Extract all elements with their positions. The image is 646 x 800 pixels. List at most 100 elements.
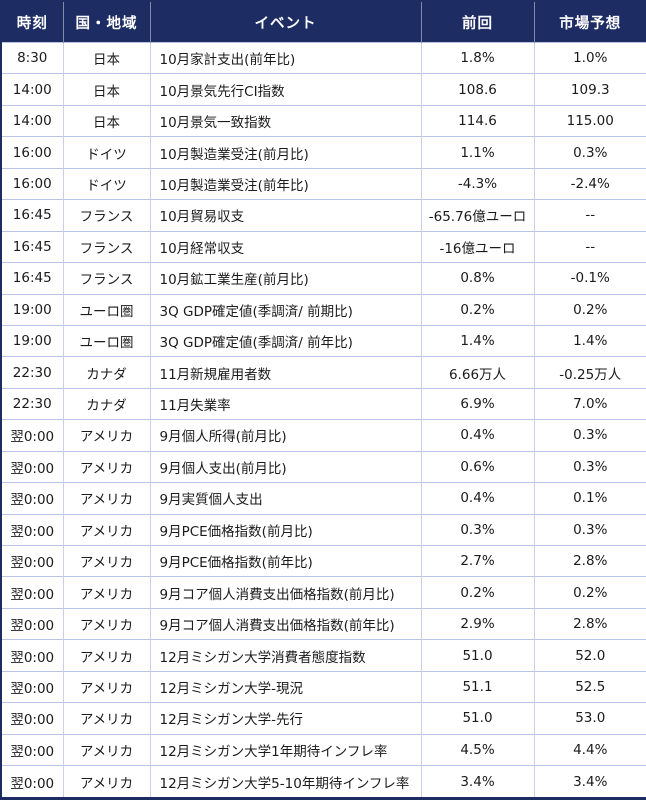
table-row: 翌0:00 アメリカ 9月個人支出(前月比) 0.6% 0.3% (1, 450, 646, 483)
table-row: 翌0:00 アメリカ 9月実質個人支出 0.4% 0.1% (1, 482, 646, 515)
cell-forecast: -0.1% (533, 262, 646, 294)
cell-previous: 51.0 (420, 702, 534, 735)
cell-time: 19:00 (1, 293, 63, 326)
table-row: 19:00 ユーロ圏 3Q GDP確定値(季調済/ 前期比) 0.2% 0.2% (1, 293, 646, 326)
cell-forecast: 7.0% (533, 387, 646, 420)
cell-forecast: 0.3% (533, 419, 646, 452)
cell-region: アメリカ (62, 733, 150, 766)
cell-region: フランス (62, 230, 150, 263)
cell-forecast: 4.4% (533, 733, 646, 766)
cell-time: 翌0:00 (1, 544, 63, 577)
cell-previous: 0.2% (420, 293, 534, 326)
cell-time: 翌0:00 (1, 702, 63, 735)
cell-region: アメリカ (62, 765, 150, 799)
cell-forecast: 0.3% (533, 513, 646, 546)
cell-previous: 4.5% (420, 733, 534, 766)
cell-region: カナダ (62, 387, 150, 420)
cell-event: 3Q GDP確定値(季調済/ 前年比) (149, 324, 421, 357)
cell-event: 10月製造業受注(前年比) (149, 167, 421, 200)
cell-region: アメリカ (62, 450, 150, 483)
header-cell-event: イベント (149, 1, 421, 43)
cell-event: 10月鉱工業生産(前月比) (149, 262, 421, 294)
table-row: 19:00 ユーロ圏 3Q GDP確定値(季調済/ 前年比) 1.4% 1.4% (1, 324, 646, 357)
cell-previous: 1.1% (420, 136, 534, 169)
cell-event: 10月景気先行CI指数 (149, 73, 421, 106)
cell-previous: 108.6 (420, 73, 534, 106)
cell-region: フランス (62, 262, 150, 294)
table-row: 14:00 日本 10月景気一致指数 114.6 115.00 (1, 104, 646, 137)
cell-forecast: -- (533, 230, 646, 263)
cell-forecast: 0.2% (533, 293, 646, 326)
cell-region: 日本 (62, 41, 150, 74)
cell-forecast: 2.8% (533, 544, 646, 577)
table-row: 翌0:00 アメリカ 12月ミシガン大学-先行 51.0 53.0 (1, 702, 646, 735)
cell-previous: 0.2% (420, 576, 534, 609)
table-row: 16:45 フランス 10月鉱工業生産(前月比) 0.8% -0.1% (1, 262, 646, 294)
cell-time: 翌0:00 (1, 765, 63, 799)
cell-time: 翌0:00 (1, 482, 63, 515)
table-row: 翌0:00 アメリカ 9月コア個人消費支出価格指数(前月比) 0.2% 0.2% (1, 576, 646, 609)
cell-time: 16:00 (1, 136, 63, 169)
cell-event: 10月家計支出(前年比) (149, 41, 421, 74)
cell-forecast: 3.4% (533, 765, 646, 799)
table-row: 翌0:00 アメリカ 12月ミシガン大学5-10年期待インフレ率 3.4% 3.4% (1, 765, 646, 799)
table-body: 8:30 日本 10月家計支出(前年比) 1.8% 1.0% 14:00 日本 10月景気先行… (1, 41, 646, 799)
header-cell-region: 国・地域 (62, 1, 150, 43)
cell-region: アメリカ (62, 544, 150, 577)
cell-region: ユーロ圏 (62, 293, 150, 326)
cell-region: アメリカ (62, 670, 150, 703)
cell-region: ドイツ (62, 136, 150, 169)
cell-event: 11月失業率 (149, 387, 421, 420)
table-row: 22:30 カナダ 11月失業率 6.9% 7.0% (1, 387, 646, 420)
cell-time: 16:45 (1, 199, 63, 232)
cell-time: 14:00 (1, 104, 63, 137)
cell-event: 9月PCE価格指数(前月比) (149, 513, 421, 546)
cell-forecast: 0.3% (533, 450, 646, 483)
header-cell-time: 時刻 (1, 1, 63, 43)
cell-time: 16:00 (1, 167, 63, 200)
cell-event: 10月製造業受注(前月比) (149, 136, 421, 169)
cell-previous: 6.9% (420, 387, 534, 420)
table-row: 翌0:00 アメリカ 12月ミシガン大学1年期待インフレ率 4.5% 4.4% (1, 733, 646, 766)
cell-forecast: 1.0% (533, 41, 646, 74)
cell-event: 9月PCE価格指数(前年比) (149, 544, 421, 577)
table-row: 翌0:00 アメリカ 12月ミシガン大学-現況 51.1 52.5 (1, 670, 646, 703)
cell-time: 22:30 (1, 387, 63, 420)
cell-previous: 114.6 (420, 104, 534, 137)
cell-region: アメリカ (62, 702, 150, 735)
cell-time: 8:30 (1, 41, 63, 74)
cell-forecast: 109.3 (533, 73, 646, 106)
cell-previous: -16億ユーロ (420, 230, 534, 263)
cell-region: アメリカ (62, 419, 150, 452)
table-header: 時刻 国・地域 イベント 前回 市場予想 (1, 1, 646, 43)
cell-forecast: 2.8% (533, 607, 646, 640)
cell-event: 12月ミシガン大学1年期待インフレ率 (149, 733, 421, 766)
cell-time: 翌0:00 (1, 450, 63, 483)
cell-region: カナダ (62, 356, 150, 389)
cell-event: 10月経常収支 (149, 230, 421, 263)
cell-event: 9月個人所得(前月比) (149, 419, 421, 452)
header-cell-previous: 前回 (420, 1, 534, 43)
cell-event: 3Q GDP確定値(季調済/ 前期比) (149, 293, 421, 326)
cell-time: 翌0:00 (1, 670, 63, 703)
cell-forecast: 53.0 (533, 702, 646, 735)
cell-previous: 0.4% (420, 419, 534, 452)
table-row: 翌0:00 アメリカ 12月ミシガン大学消費者態度指数 51.0 52.0 (1, 639, 646, 672)
cell-forecast: 52.5 (533, 670, 646, 703)
cell-previous: 1.8% (420, 41, 534, 74)
cell-time: 翌0:00 (1, 513, 63, 546)
cell-forecast: 0.1% (533, 482, 646, 515)
cell-region: 日本 (62, 73, 150, 106)
cell-event: 9月コア個人消費支出価格指数(前月比) (149, 576, 421, 609)
table-row: 8:30 日本 10月家計支出(前年比) 1.8% 1.0% (1, 41, 646, 74)
table-row: 16:45 フランス 10月経常収支 -16億ユーロ -- (1, 230, 646, 263)
cell-region: アメリカ (62, 513, 150, 546)
cell-forecast: 0.2% (533, 576, 646, 609)
table-row: 翌0:00 アメリカ 9月PCE価格指数(前年比) 2.7% 2.8% (1, 544, 646, 577)
cell-time: 翌0:00 (1, 419, 63, 452)
header-cell-forecast: 市場予想 (533, 1, 646, 43)
cell-forecast: 0.3% (533, 136, 646, 169)
cell-previous: -4.3% (420, 167, 534, 200)
cell-event: 12月ミシガン大学5-10年期待インフレ率 (149, 765, 421, 799)
cell-previous: 2.9% (420, 607, 534, 640)
